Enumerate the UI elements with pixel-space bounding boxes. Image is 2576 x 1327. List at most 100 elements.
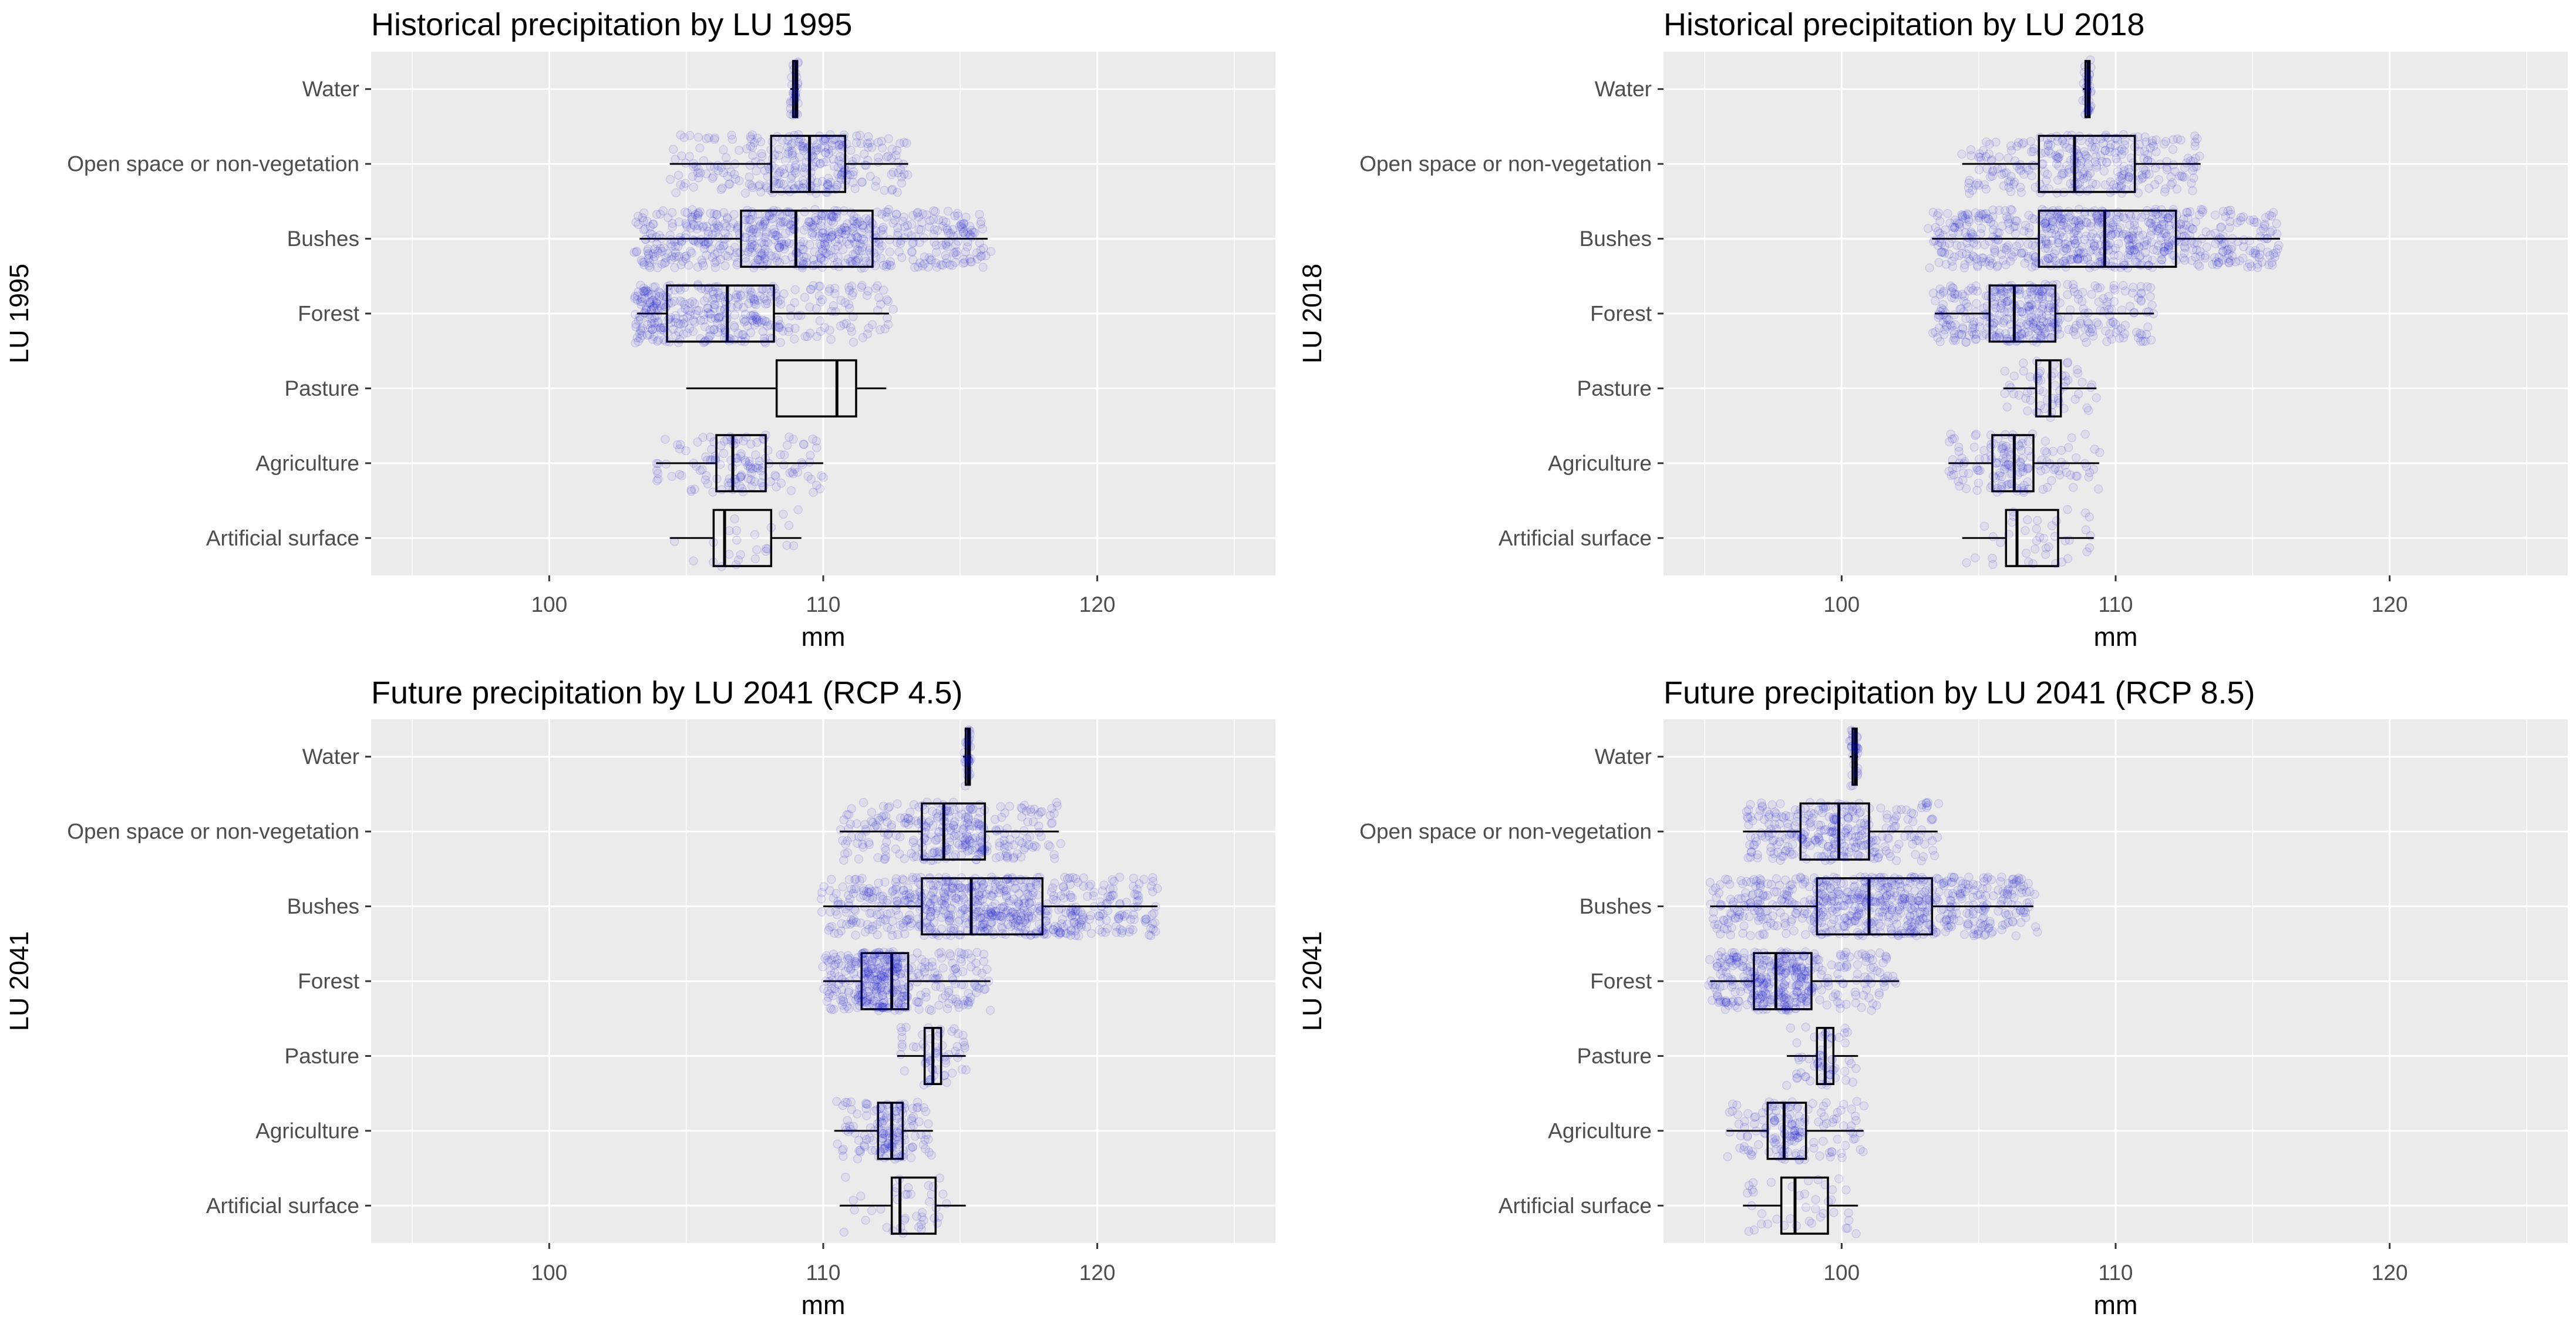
data-point [701,475,710,485]
data-point [641,234,651,244]
data-point [2063,279,2072,289]
data-point [2046,333,2056,343]
data-point [814,291,824,301]
data-point [715,312,725,322]
data-point [746,224,756,234]
data-point [725,526,734,535]
data-point [675,285,685,295]
data-point [900,1066,910,1076]
data-point [670,263,679,272]
data-point [924,1119,933,1129]
data-point [644,289,654,299]
data-point [873,281,882,291]
data-point [766,333,775,343]
data-point [2110,285,2120,295]
data-point [910,262,920,272]
data-point [881,915,890,925]
data-point [2116,180,2126,190]
data-point [790,285,800,295]
data-point [961,213,971,222]
data-point [851,154,861,163]
data-point [2206,230,2215,240]
data-point [2086,383,2096,392]
data-point [666,298,676,308]
data-point [921,992,931,1002]
data-point [717,485,726,494]
data-point [816,326,826,336]
data-point [2105,143,2115,153]
data-point [679,319,688,329]
data-point [652,210,662,219]
data-point [736,336,746,346]
data-point [649,304,659,313]
data-point [844,299,854,309]
data-point [728,463,737,472]
data-point [950,979,960,989]
data-point [821,241,830,251]
data-point [938,216,948,225]
data-point [2119,258,2129,268]
data-point [862,291,872,300]
data-point [730,439,740,448]
data-point [831,209,841,218]
data-point [907,247,917,257]
series-bushes [629,204,996,273]
data-point [702,471,711,480]
data-point [756,478,766,487]
data-point [652,336,662,346]
data-point [839,1004,849,1014]
data-point [2071,453,2081,463]
data-point [651,298,661,307]
data-point [811,443,821,453]
data-point [2082,186,2092,196]
data-point [2006,146,2016,155]
data-point [774,322,784,331]
data-point [891,830,901,840]
data-point [716,323,726,333]
data-point [1146,931,1156,941]
data-point [807,230,817,240]
data-point [958,258,968,268]
data-point [750,554,760,564]
data-point [992,875,1001,885]
data-point [803,471,813,481]
data-point [730,159,740,169]
data-point [2070,395,2080,404]
data-point [2064,207,2073,216]
data-point [1948,222,1958,232]
data-point [2109,186,2118,196]
data-point [763,248,773,257]
data-point [2037,287,2046,297]
data-point [723,478,733,487]
data-point [1923,224,1933,233]
data-point [682,220,692,230]
data-point [827,232,836,242]
data-point [1981,291,1991,301]
data-point [759,482,769,491]
data-point [840,298,850,308]
data-point [732,453,742,463]
data-point [946,951,955,961]
data-point [1097,886,1107,895]
data-point [837,236,847,245]
data-point [732,248,741,258]
data-point [859,263,869,272]
data-point [2109,297,2119,307]
data-point [2047,407,2056,417]
data-point [916,225,926,235]
data-point [671,314,681,324]
y-tick-label: Open space or non-vegetation [67,820,359,844]
data-point [675,470,684,479]
data-point [2038,387,2048,396]
data-point [708,230,717,240]
chart-panel-1: Artificial surfaceAgriculturePastureFore… [4,7,1275,652]
data-point [635,312,645,321]
data-point [811,436,821,446]
data-point [917,218,927,227]
data-point [690,221,699,231]
data-point [2130,142,2140,152]
data-point [809,135,818,144]
data-point [817,907,827,917]
data-point [776,217,786,226]
data-point [961,1065,971,1075]
